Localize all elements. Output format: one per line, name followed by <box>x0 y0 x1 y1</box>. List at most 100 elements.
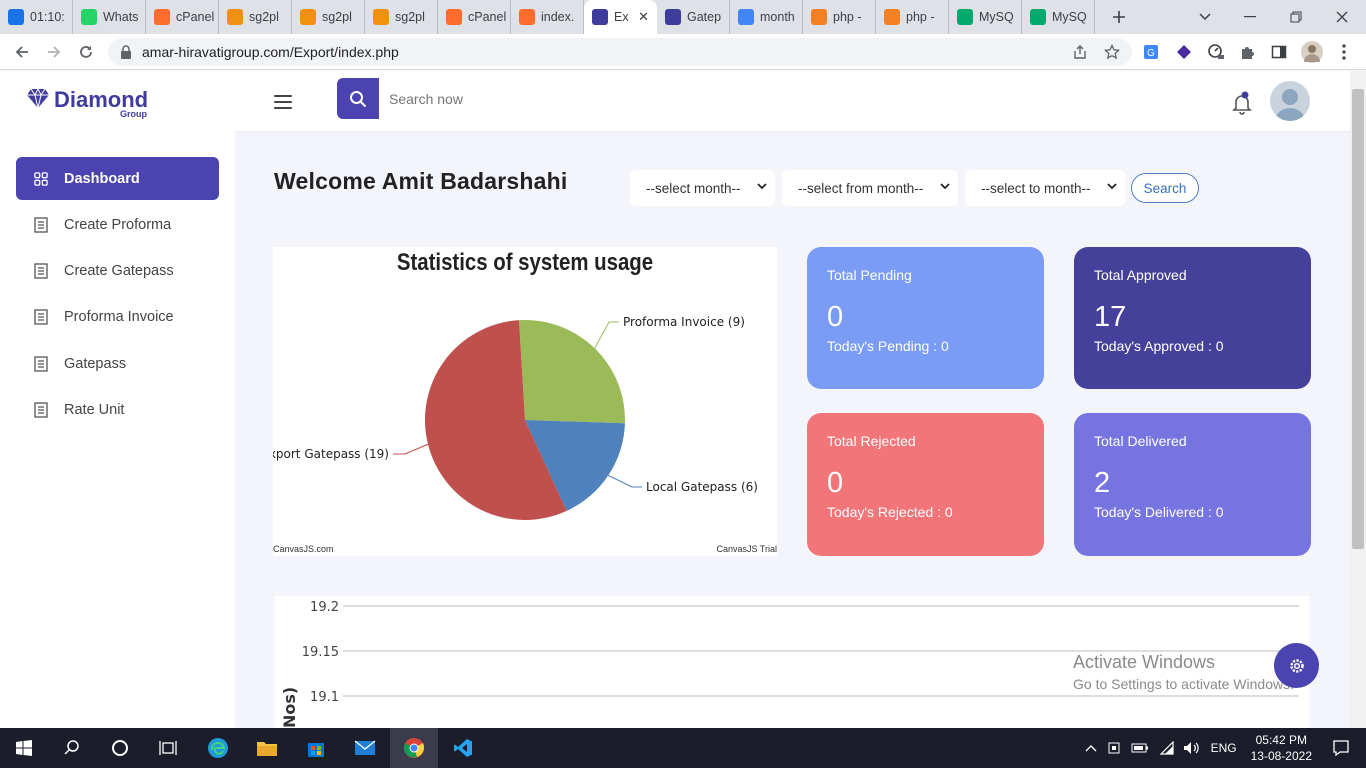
plus-icon <box>1113 11 1125 23</box>
card-total-rejected: Total Rejected 0 Today's Rejected : 0 <box>807 413 1044 556</box>
tab-search-button[interactable] <box>1185 0 1225 34</box>
card-subtext: Today's Pending : 0 <box>827 338 949 354</box>
extension-gauge-icon[interactable] <box>1205 41 1227 63</box>
volume-icon[interactable] <box>1183 741 1201 755</box>
document-icon <box>34 308 48 325</box>
notification-center-icon[interactable] <box>1332 739 1350 757</box>
select-to-month-dropdown[interactable]: --select to month-- <box>965 170 1125 206</box>
sidebar: Dashboard Create Proforma Create Gatepass P… <box>0 131 235 728</box>
taskbar-clock[interactable]: 05:42 PM 13-08-2022 <box>1251 732 1312 764</box>
y-axis-label: Nos) <box>280 687 299 728</box>
browser-tab[interactable]: sg2pl <box>292 0 365 34</box>
minimize-window-button[interactable] <box>1230 0 1270 34</box>
url-field[interactable]: amar-hiravatigroup.com/Export/index.php <box>108 38 1132 66</box>
chart-credit-left[interactable]: CanvasJS.com <box>273 544 334 554</box>
browser-tab[interactable]: 01:10: <box>0 0 73 34</box>
taskbar-vscode[interactable] <box>439 728 487 768</box>
browser-tab[interactable]: php - <box>876 0 949 34</box>
pie-leader-line <box>393 443 429 455</box>
browser-tab[interactable]: Ex ✕ <box>584 0 657 34</box>
start-button[interactable] <box>0 728 48 768</box>
pie-slice[interactable] <box>519 320 625 424</box>
pie-slice[interactable] <box>525 420 625 511</box>
browser-tab[interactable]: sg2pl <box>219 0 292 34</box>
taskbar-file-explorer[interactable] <box>243 728 291 768</box>
bell-icon <box>1232 91 1252 115</box>
share-icon[interactable] <box>1069 41 1091 63</box>
sidebar-item-rate-unit[interactable]: Rate Unit <box>16 388 219 431</box>
notification-bell[interactable] <box>1230 91 1254 115</box>
browser-tab[interactable]: MySQ <box>949 0 1022 34</box>
wifi-icon[interactable] <box>1159 741 1175 755</box>
chevron-up-icon[interactable] <box>1085 744 1097 752</box>
main-content: Welcome Amit Badarshahi --select month--… <box>235 131 1350 731</box>
browser-tab-title: 01:10: <box>30 10 65 24</box>
card-title: Total Approved <box>1094 267 1187 283</box>
back-button[interactable] <box>6 36 38 68</box>
side-panel-icon[interactable] <box>1268 41 1290 63</box>
filter-search-button[interactable]: Search <box>1131 173 1199 203</box>
taskbar-edge[interactable] <box>194 728 242 768</box>
sidebar-item-label: Proforma Invoice <box>64 308 174 325</box>
y-tick-label: 19.1 <box>310 690 339 705</box>
sidebar-item-dashboard[interactable]: Dashboard <box>16 157 219 200</box>
cortana-button[interactable] <box>96 728 144 768</box>
pie-slice-label: Local Gatepass (6) <box>646 480 758 494</box>
url-text: amar-hiravatigroup.com/Export/index.php <box>142 44 399 60</box>
header-search-input[interactable] <box>379 78 979 119</box>
device-icon[interactable] <box>1107 741 1121 755</box>
task-view-button[interactable] <box>144 728 192 768</box>
forward-button[interactable] <box>38 36 70 68</box>
diamond-logo-icon <box>27 87 49 109</box>
menu-toggle-button[interactable] <box>274 95 292 109</box>
browser-tab[interactable]: Gatep <box>657 0 730 34</box>
browser-tab[interactable]: MySQ <box>1022 0 1095 34</box>
browser-menu-icon[interactable] <box>1333 41 1355 63</box>
profile-avatar-icon[interactable] <box>1301 41 1323 63</box>
close-window-button[interactable] <box>1322 0 1362 34</box>
chevron-down-icon <box>757 183 767 190</box>
windows-logo-icon <box>16 740 32 756</box>
w3schools-icon <box>1030 9 1046 25</box>
restore-window-button[interactable] <box>1276 0 1316 34</box>
browser-tab[interactable]: sg2pl <box>365 0 438 34</box>
browser-tab[interactable]: cPanel <box>146 0 219 34</box>
page-scrollbar[interactable] <box>1350 71 1366 728</box>
browser-tab-title: cPanel <box>176 10 215 24</box>
header-search-button[interactable] <box>337 78 379 119</box>
settings-fab-button[interactable] <box>1274 643 1319 688</box>
extension-diamond-icon[interactable] <box>1173 41 1195 63</box>
browser-tab[interactable]: cPanel <box>438 0 511 34</box>
taskbar-search-button[interactable] <box>48 728 96 768</box>
browser-tab[interactable]: index. <box>511 0 584 34</box>
select-from-month-dropdown[interactable]: --select from month-- <box>782 170 958 206</box>
google-translate-icon[interactable]: G <box>1140 41 1162 63</box>
taskbar-mail[interactable] <box>341 728 389 768</box>
browser-tab[interactable]: month <box>730 0 803 34</box>
taskbar-store[interactable] <box>292 728 340 768</box>
taskbar-chrome[interactable] <box>390 728 438 768</box>
new-tab-button[interactable] <box>1099 0 1139 34</box>
bookmark-star-icon[interactable] <box>1101 41 1123 63</box>
scrollbar-thumb[interactable] <box>1352 89 1364 549</box>
browser-tab[interactable]: php - <box>803 0 876 34</box>
sidebar-item-label: Dashboard <box>64 170 140 187</box>
w3schools-icon <box>957 9 973 25</box>
user-avatar[interactable] <box>1270 81 1310 121</box>
circle-icon <box>112 740 128 756</box>
sidebar-item-proforma-invoice[interactable]: Proforma Invoice <box>16 295 219 338</box>
browser-tab-title: php - <box>833 10 862 24</box>
close-tab-icon[interactable]: ✕ <box>638 9 649 24</box>
pie-slice[interactable] <box>425 320 567 520</box>
diamond-icon <box>665 9 681 25</box>
reload-button[interactable] <box>70 36 102 68</box>
sidebar-item-gatepass[interactable]: Gatepass <box>16 342 219 385</box>
sidebar-item-create-proforma[interactable]: Create Proforma <box>16 203 219 246</box>
battery-icon[interactable] <box>1131 742 1149 754</box>
diamond-group-logo[interactable]: Diamond Group <box>26 87 148 119</box>
browser-tab[interactable]: Whats <box>73 0 146 34</box>
select-month-dropdown[interactable]: --select month-- <box>630 170 775 206</box>
language-indicator[interactable]: ENG <box>1210 741 1237 755</box>
extensions-puzzle-icon[interactable] <box>1237 41 1259 63</box>
sidebar-item-create-gatepass[interactable]: Create Gatepass <box>16 249 219 292</box>
